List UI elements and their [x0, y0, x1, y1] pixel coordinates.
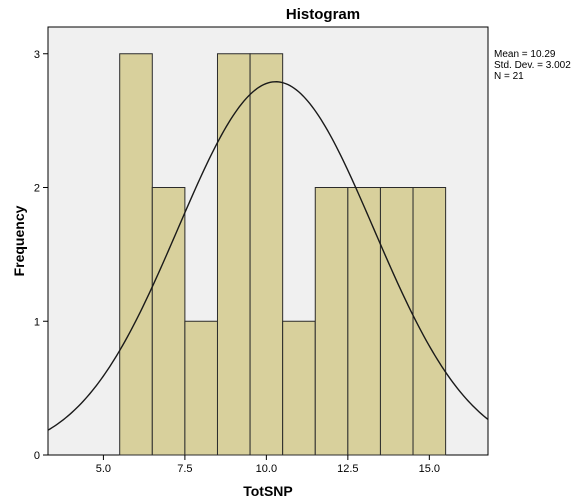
y-tick-label: 0 — [34, 450, 40, 462]
histogram-bar — [184, 320, 218, 456]
histogram-bars — [119, 53, 447, 456]
histogram-bar — [379, 187, 414, 456]
x-axis: 5.0 7.5 10.0 12.5 15.0 — [96, 455, 440, 475]
histogram-bar — [347, 187, 381, 456]
x-axis-label: TotSNP — [243, 483, 293, 499]
x-tick-label: 12.5 — [337, 463, 358, 475]
x-tick-label: 7.5 — [177, 463, 192, 475]
x-tick-label: 10.0 — [256, 463, 277, 475]
histogram-bar — [282, 320, 316, 456]
y-axis: 0 1 2 3 — [34, 49, 48, 462]
normal-curve — [47, 81, 489, 431]
x-tick-label: 15.0 — [419, 463, 440, 475]
y-tick-label: 1 — [34, 316, 40, 328]
histogram-bar — [119, 53, 153, 456]
histogram-bar — [249, 53, 284, 456]
chart-title: Histogram — [286, 6, 360, 23]
histogram-bar — [216, 53, 251, 456]
y-tick-label: 2 — [34, 183, 40, 195]
stats-std-dev: Std. Dev. = 3.002 — [494, 60, 571, 71]
y-axis-label: Frequency — [11, 205, 27, 276]
x-tick-label: 5.0 — [96, 463, 111, 475]
stats-n: N = 21 — [494, 71, 524, 82]
histogram-bar — [314, 187, 349, 456]
histogram-bar — [412, 187, 447, 456]
histogram-bar — [151, 187, 186, 456]
y-tick-label: 3 — [34, 49, 40, 61]
stats-mean: Mean = 10.29 — [494, 49, 556, 60]
summary-stats: Mean = 10.29 Std. Dev. = 3.002 N = 21 — [494, 49, 571, 82]
